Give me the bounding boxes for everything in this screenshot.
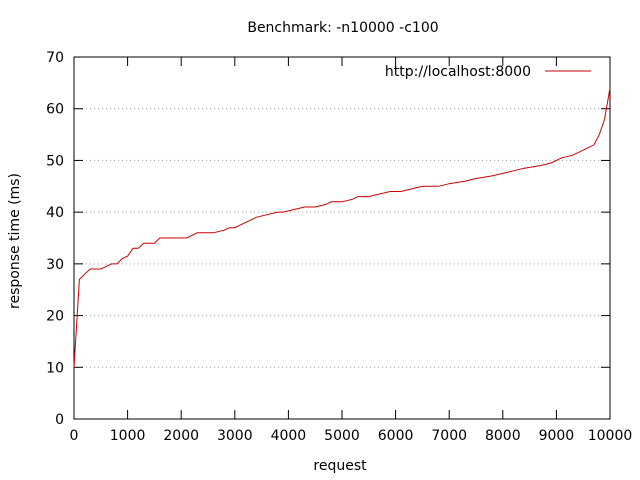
grid xyxy=(74,108,610,368)
legend: http://localhost:8000 xyxy=(385,64,591,80)
series-layer xyxy=(73,87,611,368)
y-tick-label: 60 xyxy=(46,102,64,118)
y-tick-labels: 0 10 20 30 40 50 60 70 xyxy=(46,50,64,428)
x-tick-label: 7000 xyxy=(431,428,467,444)
x-tick-label: 5000 xyxy=(324,428,360,444)
y-tick-label: 70 xyxy=(46,50,64,66)
y-tick-label: 0 xyxy=(55,412,64,428)
series-line xyxy=(73,87,611,368)
x-tick-label: 0 xyxy=(70,428,79,444)
x-tick-labels: 0 1000 2000 3000 4000 5000 6000 7000 8000 9000 100… xyxy=(70,428,633,444)
x-axis-label: request xyxy=(313,458,367,474)
legend-label: http://localhost:8000 xyxy=(385,64,531,80)
y-axis-label: response time (ms) xyxy=(7,173,23,309)
y-tick-label: 20 xyxy=(46,309,64,325)
x-tick-label: 6000 xyxy=(378,428,414,444)
y-tick-label: 50 xyxy=(46,153,64,169)
x-tick-label: 9000 xyxy=(539,428,575,444)
x-tick-label: 10000 xyxy=(588,428,633,444)
y-tick-label: 10 xyxy=(46,360,64,376)
x-tick-label: 8000 xyxy=(485,428,521,444)
y-tick-label: 40 xyxy=(46,205,64,221)
chart-title: Benchmark: -n10000 -c100 xyxy=(247,20,438,36)
x-tick-label: 3000 xyxy=(217,428,253,444)
plot-frame xyxy=(73,56,611,420)
y-tick-label: 30 xyxy=(46,257,64,273)
x-tick-label: 2000 xyxy=(163,428,199,444)
x-tick-label: 4000 xyxy=(271,428,307,444)
x-tick-label: 1000 xyxy=(110,428,146,444)
axis-ticks xyxy=(73,56,611,420)
